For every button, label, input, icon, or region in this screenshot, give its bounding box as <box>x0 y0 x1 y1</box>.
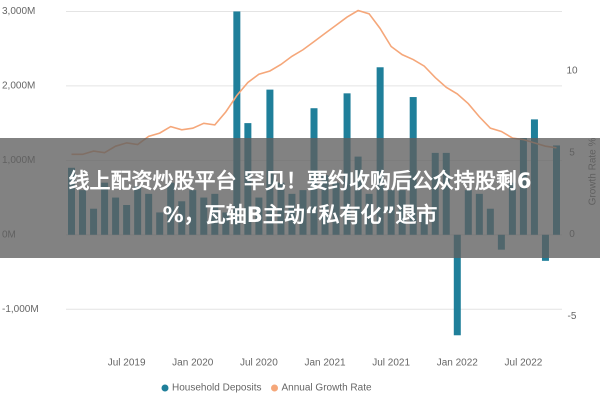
x-tick-label: Jul 2022 <box>505 358 543 369</box>
x-tick-label: Jan 2021 <box>304 358 346 369</box>
headline-line: 线上配资炒股平台 罕见！要约收购后公众持股剩6 <box>68 169 532 193</box>
x-tick-label: Jan 2020 <box>172 358 214 369</box>
y2-tick-label: 10 <box>566 66 578 77</box>
legend-marker <box>161 384 169 392</box>
y-tick-label: 2,000M <box>2 81 35 92</box>
legend-marker <box>271 384 278 392</box>
x-tick-label: Jul 2019 <box>108 358 146 369</box>
x-tick-label: Jan 2022 <box>437 358 479 369</box>
y2-tick-label: -5 <box>568 311 577 322</box>
headline-banner: 线上配资炒股平台 罕见！要约收购后公众持股剩6 %，瓦轴B主动“私有化”退市 <box>0 138 600 258</box>
bar <box>453 234 461 336</box>
x-tick-label: Jul 2020 <box>240 358 278 369</box>
legend-label: Household Deposits <box>172 383 262 394</box>
headline-line: %，瓦轴B主动“私有化”退市 <box>162 203 438 227</box>
bar <box>233 11 241 235</box>
line <box>71 9 557 156</box>
x-tick-label: Jul 2021 <box>372 358 410 369</box>
y-tick-label: -1,000M <box>2 304 39 315</box>
y-tick-label: 3,000M <box>2 6 35 17</box>
legend-label: Annual Growth Rate <box>282 383 372 394</box>
